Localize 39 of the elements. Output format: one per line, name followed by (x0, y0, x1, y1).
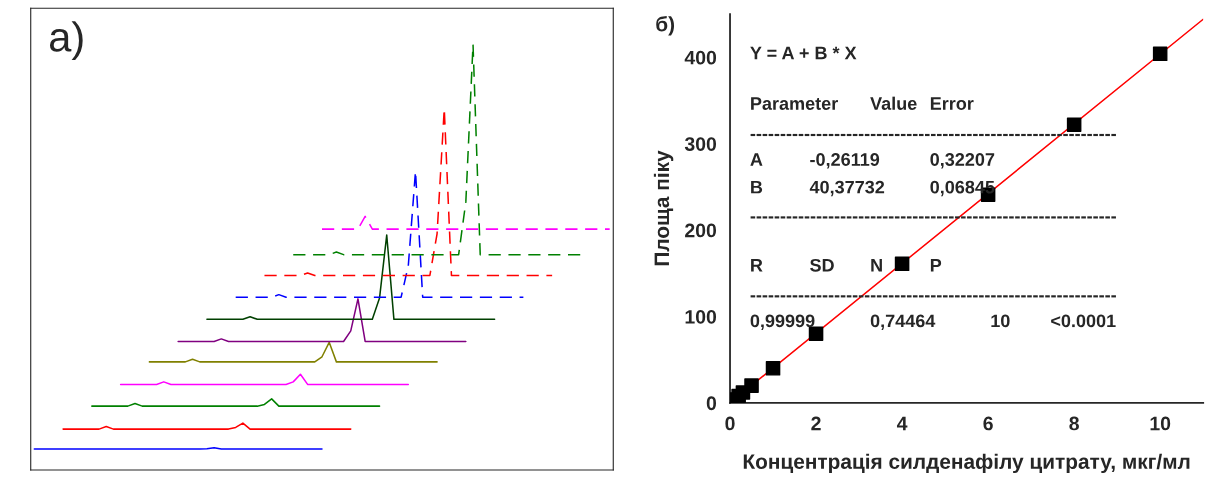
point (765, 361, 781, 376)
x-tick-label: 10 (1150, 416, 1171, 431)
y-tick-label: 400 (684, 50, 717, 65)
annotation: 0,74464 (870, 314, 936, 330)
point (744, 378, 759, 393)
x-axis-title: Концентрація силденафілу цитрату, мкг/мл (743, 453, 1190, 474)
point (1152, 46, 1168, 62)
x-tick-label: 0 (725, 416, 735, 431)
point (894, 256, 910, 272)
annotation: B (751, 180, 763, 194)
annotation: Value (870, 96, 917, 110)
annotation: 0,99999 (750, 314, 815, 330)
text: б) (656, 15, 675, 36)
annotation: 0,32207 (930, 153, 995, 169)
y-axis-title: Площа піку (653, 150, 674, 266)
annotation: 40,37732 (809, 180, 885, 197)
annotation: a) (49, 21, 83, 60)
y-tick-label: 200 (685, 223, 717, 238)
annotation: Error (930, 97, 974, 110)
annotation: SD (810, 258, 834, 272)
point (1066, 117, 1082, 132)
x-tick-label: 6 (983, 416, 993, 431)
annotation: N (871, 259, 882, 272)
x-tick-label: 2 (811, 416, 821, 431)
y-tick-label: 0 (706, 396, 717, 411)
annotation: Y = A + B * X (750, 46, 857, 60)
annotation: R (751, 259, 763, 272)
y-tick-label: 100 (685, 309, 717, 324)
annotation: <0.0001 (1051, 314, 1116, 328)
annotation: ------------------------------------------------------------- (750, 295, 1116, 298)
annotation: 10 (991, 314, 1010, 328)
x-tick-label: 4 (896, 416, 908, 431)
annotation: P (930, 259, 942, 272)
annotation: -0,26119 (810, 153, 880, 169)
x-tick-label: 8 (1069, 416, 1079, 431)
y-tick-label: 300 (684, 137, 717, 151)
annotation: ------------------------------------------------------------- (750, 133, 1116, 137)
annotation: Parameter (751, 97, 838, 110)
annotation: A (750, 153, 763, 166)
